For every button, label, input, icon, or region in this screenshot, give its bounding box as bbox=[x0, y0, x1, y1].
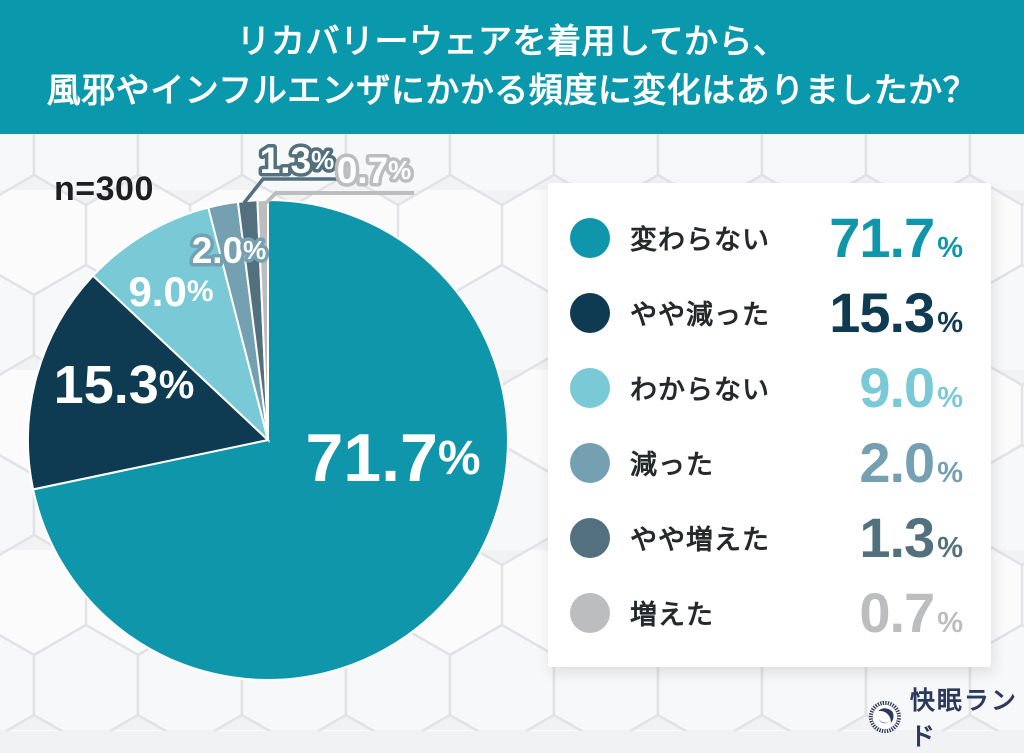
legend-swatch-hetta bbox=[570, 442, 610, 483]
legend-value-kawaranai: 71.7% bbox=[829, 206, 963, 269]
legend-label-hetta: 減った bbox=[630, 450, 714, 480]
pie-slice-wakaranai bbox=[91, 206, 270, 444]
legend-swatch-kawaranai bbox=[570, 217, 610, 258]
legend-label-fueta: 増えた bbox=[630, 600, 714, 630]
legend-label-wakaranai: わからない bbox=[630, 375, 770, 405]
pie-slice-kawaranai bbox=[31, 198, 509, 681]
pie-chart: 71.7% 15.3% 9.0% 2.0% 1.3% 0.7% bbox=[26, 140, 509, 681]
pie-value-yaya-hetta: 15.3% bbox=[54, 355, 195, 415]
legend-label-kawaranai: 変わらない bbox=[630, 225, 770, 255]
pie-value-yaya-fueta: 1.3% bbox=[260, 140, 335, 181]
brand-logo-icon bbox=[868, 700, 901, 734]
pie-value-hetta: 2.0% bbox=[192, 230, 267, 271]
legend-value-fueta: 0.7% bbox=[859, 581, 963, 644]
legend-label-yaya-fueta: やや増えた bbox=[630, 525, 770, 555]
legend-value-yaya-fueta: 1.3% bbox=[859, 506, 963, 569]
pie-value-fueta: 0.7% bbox=[337, 150, 412, 191]
pie-value-kawaranai: 71.7% bbox=[305, 420, 480, 496]
legend-value-wakaranai: 9.0% bbox=[859, 356, 963, 419]
legend-value-yaya-hetta: 15.3% bbox=[829, 281, 963, 344]
page-title-line1: リカバリーウェアを着用してから、 bbox=[236, 22, 788, 61]
sample-size-label: n=300 bbox=[54, 170, 154, 208]
brand-footer: 快眠ランド bbox=[868, 681, 1024, 753]
legend-swatch-yaya-fueta bbox=[570, 517, 610, 558]
legend-row-kawaranai: 変わらない 71.7% bbox=[570, 200, 963, 275]
legend-label-yaya-hetta: やや減った bbox=[630, 300, 770, 330]
pie-value-wakaranai: 9.0% bbox=[128, 268, 213, 315]
legend-swatch-fueta bbox=[570, 592, 610, 633]
legend-row-hetta: 減った 2.0% bbox=[570, 425, 963, 500]
legend-row-wakaranai: わからない 9.0% bbox=[570, 350, 963, 425]
legend-row-yaya-hetta: やや減った 15.3% bbox=[570, 275, 963, 350]
legend-swatch-wakaranai bbox=[570, 367, 610, 408]
leader-line-fueta bbox=[264, 191, 414, 205]
pie-slice-yaya-hetta bbox=[26, 274, 271, 491]
legend-swatch-yaya-hetta bbox=[570, 292, 610, 333]
legend-value-hetta: 2.0% bbox=[859, 431, 963, 494]
brand-name: 快眠ランド bbox=[909, 687, 1018, 751]
header-banner: リカバリーウェアを着用してから、 風邪やインフルエンザにかかる頻度に変化はありま… bbox=[0, 0, 1024, 134]
legend-card: 変わらない 71.7% やや減った 15.3% わからない 9.0% 減った 2… bbox=[548, 183, 991, 667]
page-title-line2: 風邪やインフルエンザにかかる頻度に変化はありましたか？ bbox=[46, 71, 978, 110]
legend-row-fueta: 増えた 0.7% bbox=[570, 575, 963, 650]
legend-row-yaya-fueta: やや増えた 1.3% bbox=[570, 500, 963, 575]
leader-line-yaya-fueta bbox=[242, 177, 337, 205]
